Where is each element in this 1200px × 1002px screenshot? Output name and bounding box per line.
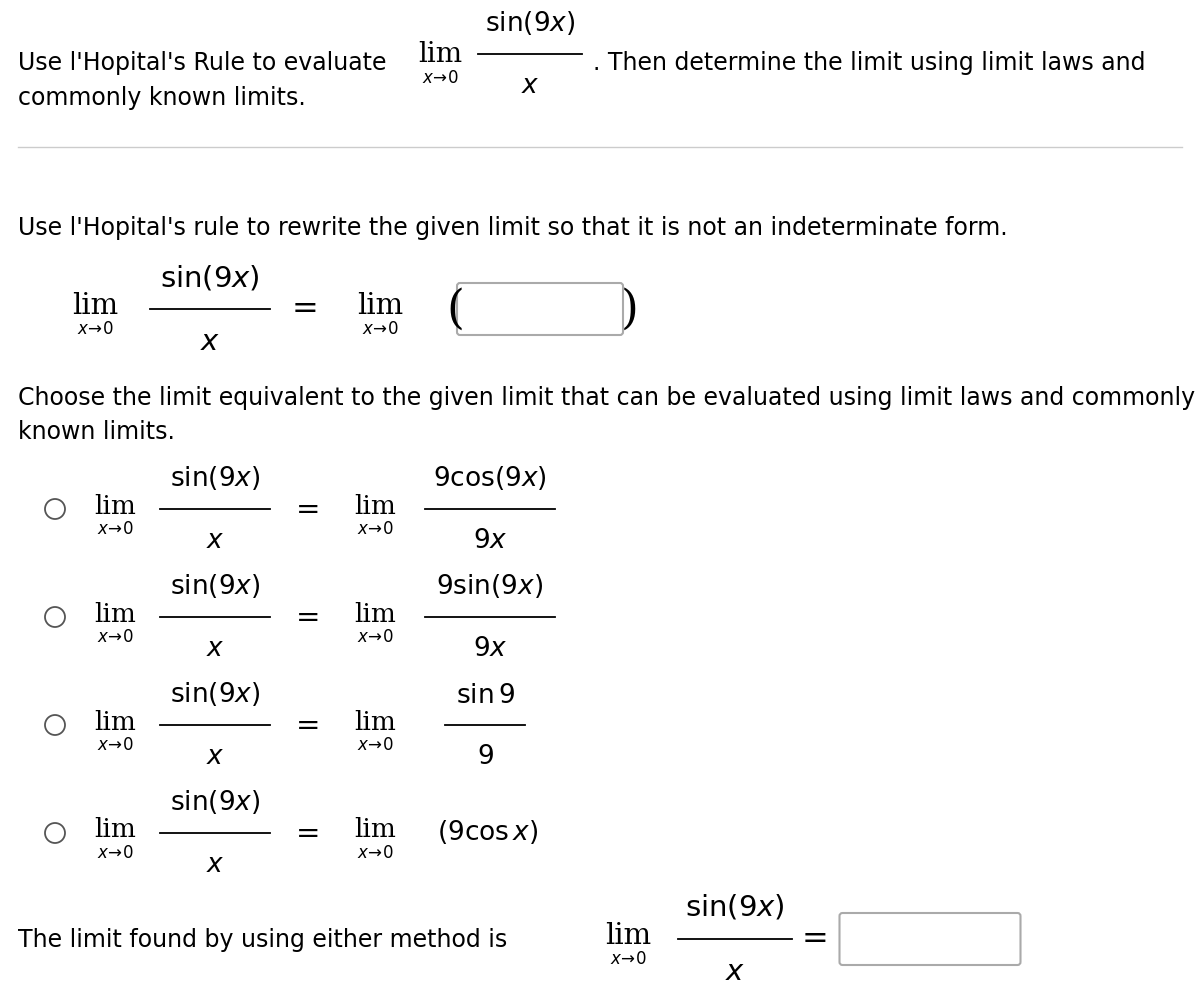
Text: =: = — [295, 496, 320, 523]
Text: $\sin(9x)$: $\sin(9x)$ — [160, 263, 260, 292]
Text: commonly known limits.: commonly known limits. — [18, 86, 306, 110]
Text: lim: lim — [72, 292, 118, 320]
FancyBboxPatch shape — [457, 284, 623, 336]
Text: lim: lim — [94, 708, 136, 733]
Text: $\sin(9x)$: $\sin(9x)$ — [685, 892, 785, 921]
FancyBboxPatch shape — [840, 913, 1020, 965]
Text: lim: lim — [94, 493, 136, 518]
Text: $x\!\to\!0$: $x\!\to\!0$ — [97, 845, 133, 862]
Text: $\sin(9x)$: $\sin(9x)$ — [169, 788, 260, 816]
Text: =: = — [295, 820, 320, 847]
Text: $9\cos(9x)$: $9\cos(9x)$ — [433, 464, 547, 492]
Text: $x$: $x$ — [200, 328, 220, 356]
Text: $x\!\to\!0$: $x\!\to\!0$ — [97, 629, 133, 646]
Text: $x\!\to\!0$: $x\!\to\!0$ — [77, 322, 113, 338]
Text: $x\!\to\!0$: $x\!\to\!0$ — [356, 736, 394, 754]
Text: The limit found by using either method is: The limit found by using either method i… — [18, 927, 508, 951]
Text: =: = — [295, 711, 320, 739]
Text: $\sin(9x)$: $\sin(9x)$ — [485, 9, 575, 37]
Text: $x$: $x$ — [205, 743, 224, 769]
Text: known limits.: known limits. — [18, 420, 175, 444]
Text: =: = — [802, 924, 828, 955]
Text: lim: lim — [605, 921, 652, 949]
Text: $9x$: $9x$ — [473, 527, 508, 552]
Text: Choose the limit equivalent to the given limit that can be evaluated using limit: Choose the limit equivalent to the given… — [18, 386, 1195, 410]
Text: lim: lim — [94, 601, 136, 626]
Text: $9\sin(9x)$: $9\sin(9x)$ — [437, 571, 544, 599]
Text: lim: lim — [356, 292, 403, 320]
Text: $\sin(9x)$: $\sin(9x)$ — [169, 464, 260, 492]
Text: $9x$: $9x$ — [473, 635, 508, 660]
Text: lim: lim — [418, 40, 462, 67]
Text: $x$: $x$ — [725, 957, 745, 985]
Text: =: = — [292, 295, 318, 326]
Text: $\sin 9$: $\sin 9$ — [456, 682, 515, 707]
Text: $x\!\to\!0$: $x\!\to\!0$ — [421, 69, 458, 86]
Text: $x\!\to\!0$: $x\!\to\!0$ — [356, 845, 394, 862]
Text: $x\!\to\!0$: $x\!\to\!0$ — [97, 736, 133, 754]
Text: $x$: $x$ — [521, 73, 539, 98]
Text: $\sin(9x)$: $\sin(9x)$ — [169, 679, 260, 707]
Text: $x$: $x$ — [205, 635, 224, 660]
Text: $x$: $x$ — [205, 851, 224, 876]
Text: $(9\cos x)$: $(9\cos x)$ — [437, 818, 539, 845]
Text: Use l'Hopital's rule to rewrite the given limit so that it is not an indetermina: Use l'Hopital's rule to rewrite the give… — [18, 215, 1008, 239]
Text: lim: lim — [354, 708, 396, 733]
Text: Use l'Hopital's Rule to evaluate: Use l'Hopital's Rule to evaluate — [18, 51, 386, 75]
Text: $x\!\to\!0$: $x\!\to\!0$ — [356, 629, 394, 646]
Text: (: ( — [446, 288, 464, 333]
Text: $x$: $x$ — [205, 527, 224, 552]
Text: lim: lim — [94, 817, 136, 842]
Text: $x\!\to\!0$: $x\!\to\!0$ — [361, 322, 398, 338]
Text: $x\!\to\!0$: $x\!\to\!0$ — [356, 521, 394, 538]
Text: $x\!\to\!0$: $x\!\to\!0$ — [97, 521, 133, 538]
Text: lim: lim — [354, 493, 396, 518]
Text: $9$: $9$ — [476, 743, 493, 769]
Text: $\sin(9x)$: $\sin(9x)$ — [169, 571, 260, 599]
Text: ): ) — [622, 288, 638, 333]
Text: lim: lim — [354, 817, 396, 842]
Text: . Then determine the limit using limit laws and: . Then determine the limit using limit l… — [593, 51, 1146, 75]
Text: =: = — [295, 603, 320, 631]
Text: $x\!\to\!0$: $x\!\to\!0$ — [610, 951, 647, 968]
Text: lim: lim — [354, 601, 396, 626]
